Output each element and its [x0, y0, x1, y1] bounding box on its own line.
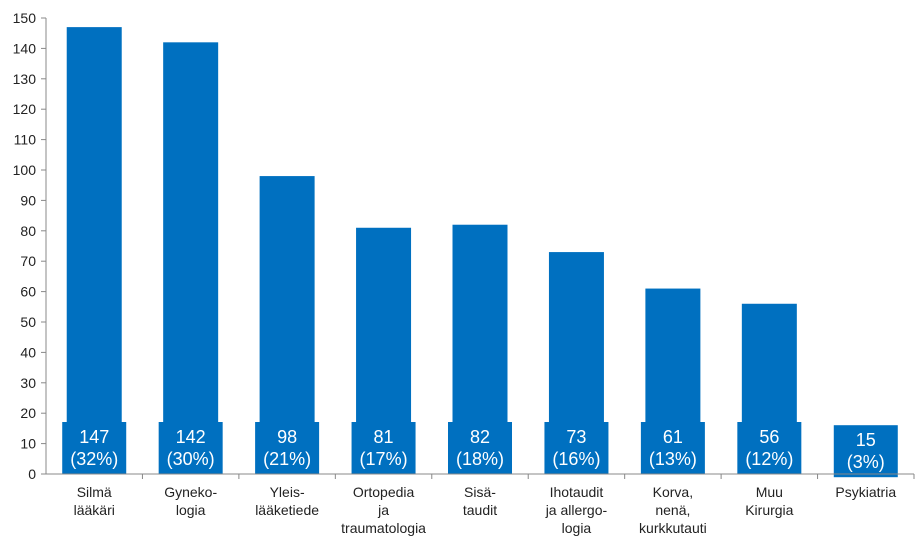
x-tick-label: Gyneko-logia [164, 484, 217, 518]
data-label: 147 (32%) [70, 427, 118, 469]
data-label: 81 (17%) [360, 427, 408, 469]
y-tick-label: 140 [13, 40, 37, 56]
bar [163, 42, 219, 474]
data-label-box [640, 422, 705, 474]
x-tick-label: Korva, nenä, kurkkutauti [639, 484, 707, 536]
x-tick-label: Ortopedia ja traumatologia [341, 484, 426, 536]
data-labels: 147 (32%) 142 (30%) 98 (21%) 81 (17%) 82 (18%) 73(… [62, 422, 898, 478]
bar [66, 27, 122, 475]
y-tick-label: 60 [20, 284, 36, 300]
data-label: 82 (18%) [456, 427, 504, 469]
x-tick-label: Yleis-lääketiede [255, 484, 319, 518]
data-label-box [737, 422, 802, 474]
y-tick-label: 80 [20, 223, 36, 239]
y-tick-label: 30 [20, 375, 36, 391]
x-axis: Silmä lääkäri Gyneko-logia Yleis-lääketiede… [46, 473, 915, 536]
y-tick-label: 10 [20, 436, 36, 452]
data-label-box [351, 422, 416, 474]
data-label: 142 (30%) [167, 427, 215, 469]
y-axis: 0 10 20 30 40 50 60 70 80 90 100 110 120 130 140 150 [13, 10, 47, 482]
x-tick-label: Ihotaudit ja allergo-logia [545, 484, 608, 536]
x-tick-label: Sisä-taudit [463, 484, 497, 518]
y-tick-label: 90 [20, 192, 36, 208]
data-label: 98 (21%) [263, 427, 311, 469]
data-label-box [448, 422, 512, 474]
y-tick-label: 70 [20, 253, 36, 269]
data-label-box [158, 422, 223, 474]
y-tick-label: 120 [13, 101, 37, 117]
y-tick-label: 40 [20, 344, 36, 360]
data-label: 15 (3%) [847, 430, 885, 472]
data-label-box [544, 422, 609, 474]
data-label-box [62, 422, 127, 474]
x-tick-label: Muu Kirurgia [745, 484, 793, 518]
data-label: 61 (13%) [649, 427, 697, 469]
data-label-box [255, 422, 320, 474]
data-label-box [833, 425, 898, 478]
y-tick-label: 0 [28, 466, 36, 482]
y-tick-label: 110 [14, 132, 37, 148]
data-label: 73 (16%) [552, 427, 600, 469]
x-tick-label: Silmä lääkäri [74, 484, 115, 518]
x-tick-label: Psykiatria [835, 484, 896, 500]
bars [66, 27, 894, 475]
y-tick-label: 130 [13, 71, 37, 87]
data-label: 56 (12%) [745, 427, 793, 469]
y-tick-label: 100 [13, 162, 37, 178]
y-tick-label: 50 [20, 314, 36, 330]
y-tick-label: 150 [13, 10, 37, 26]
y-tick-label: 20 [20, 405, 36, 421]
